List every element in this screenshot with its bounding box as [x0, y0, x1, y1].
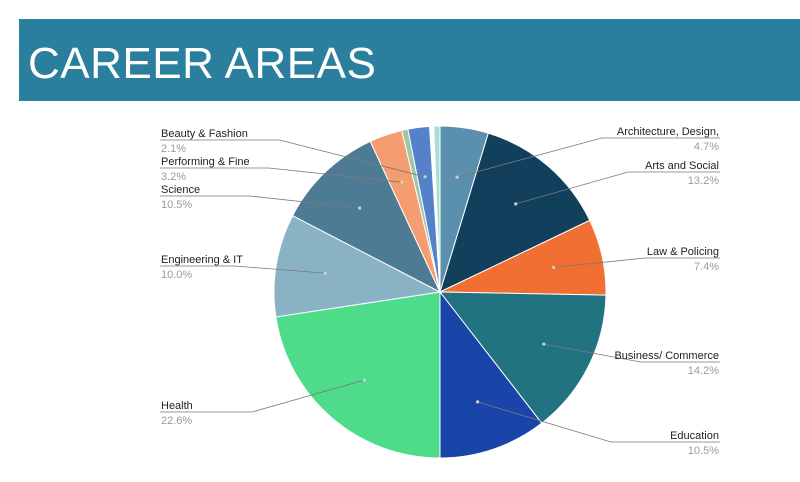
slice-percent-1: 13.2% — [688, 175, 719, 187]
leader-line-10 — [160, 139, 426, 178]
slice-percent-2: 7.4% — [694, 261, 719, 273]
pie-slice-7 — [291, 140, 442, 294]
slice-label-10: Beauty & Fashion — [161, 128, 248, 140]
leader-line-5 — [160, 379, 365, 413]
leader-dot-10 — [423, 175, 427, 179]
slice-percent-4: 10.5% — [688, 445, 719, 457]
pie-slices — [273, 125, 607, 459]
slice-percent-10: 2.1% — [161, 143, 186, 155]
leader-line-8 — [160, 167, 403, 183]
leader-line-3 — [543, 343, 720, 363]
leader-dot-1 — [514, 202, 518, 206]
pie-slice-1 — [439, 132, 591, 293]
leader-line-6 — [160, 265, 326, 274]
pie-slice-6 — [273, 215, 442, 318]
slice-label-6: Engineering & IT — [161, 254, 243, 266]
leader-lines — [160, 137, 720, 443]
slice-label-8: Performing & Fine — [161, 156, 250, 168]
leader-line-2 — [553, 257, 720, 268]
slice-label-7: Science — [161, 184, 200, 196]
leader-dot-8 — [400, 180, 404, 184]
leader-dot-2 — [552, 265, 556, 269]
slice-percent-6: 10.0% — [161, 269, 192, 281]
slice-label-1: Arts and Social — [645, 160, 719, 172]
slice-labels: Architecture, Design, 4.7% Arts and Social… — [161, 126, 719, 457]
leader-line-0 — [456, 137, 720, 178]
header-banner: CAREER AREAS — [19, 19, 800, 101]
pie-slice-4 — [439, 290, 543, 459]
pie-slice-5 — [275, 291, 441, 459]
slice-label-0: Architecture, Design, — [617, 126, 719, 138]
slice-percent-0: 4.7% — [694, 141, 719, 153]
slice-percent-5: 22.6% — [161, 415, 192, 427]
leader-dot-0 — [455, 175, 459, 179]
leader-dot-3 — [542, 342, 546, 346]
slice-label-2: Law & Policing — [647, 246, 719, 258]
slice-percent-8: 3.2% — [161, 171, 186, 183]
leader-dot-4 — [476, 400, 480, 404]
slice-percent-3: 14.2% — [688, 365, 719, 377]
leader-line-4 — [477, 401, 720, 443]
leader-dot-6 — [323, 271, 327, 275]
pie-slice-12 — [433, 125, 441, 293]
leader-dot-5 — [362, 378, 366, 382]
pie-slice-3 — [438, 291, 607, 424]
slice-percent-7: 10.5% — [161, 199, 192, 211]
leader-dot-7 — [358, 206, 362, 210]
leader-line-1 — [515, 171, 720, 205]
slice-label-4: Education — [670, 430, 719, 442]
page-title: CAREER AREAS — [28, 39, 377, 88]
slice-label-3: Business/ Commerce — [614, 350, 719, 362]
leader-line-7 — [160, 195, 360, 209]
slice-label-5: Health — [161, 400, 193, 412]
